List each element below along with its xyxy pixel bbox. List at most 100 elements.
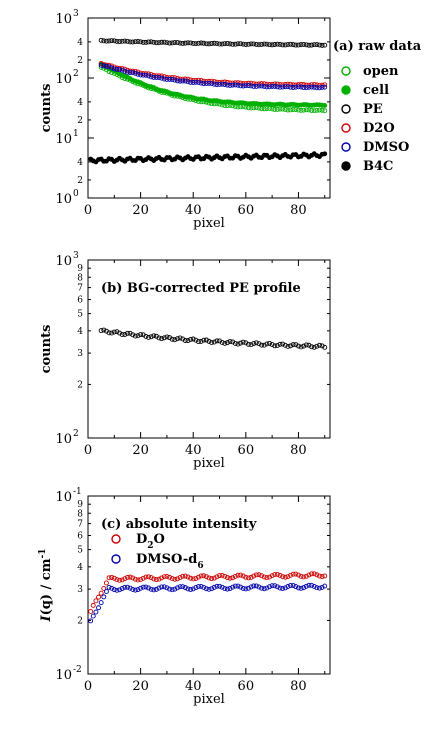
data-point — [153, 75, 159, 80]
data-point — [193, 337, 199, 343]
data-point — [114, 329, 120, 335]
data-point — [111, 575, 117, 581]
data-point — [264, 84, 270, 90]
data-point — [288, 572, 293, 578]
data-point — [311, 108, 317, 114]
data-point — [227, 82, 233, 88]
data-point — [243, 42, 249, 47]
data-point — [288, 41, 293, 47]
data-point — [114, 587, 120, 593]
data-point — [148, 575, 154, 581]
data-point — [301, 41, 307, 47]
y-tick-label-base: 10 — [55, 490, 72, 505]
data-point — [224, 82, 230, 88]
y-minor-label: 4 — [77, 563, 83, 573]
data-point — [111, 64, 117, 70]
data-point — [248, 41, 254, 47]
data-point — [119, 332, 125, 337]
data-point — [314, 107, 320, 113]
data-point — [248, 584, 254, 590]
panel-annotation: (a) raw data — [333, 39, 422, 54]
data-point — [151, 74, 157, 80]
data-point — [174, 40, 180, 46]
data-point — [261, 106, 267, 112]
data-point — [235, 583, 241, 589]
data-point — [196, 40, 201, 46]
data-point — [119, 577, 125, 583]
y-minor-label: 9 — [77, 500, 83, 510]
y-minor-label: 7 — [77, 520, 83, 530]
data-point — [232, 583, 238, 589]
data-point — [98, 62, 104, 68]
y-tick-label-exponent: 2 — [73, 429, 79, 439]
data-point — [295, 82, 301, 88]
data-point — [182, 78, 188, 84]
y-tick-label-exponent: 0 — [73, 189, 79, 199]
data-point — [167, 574, 172, 580]
panel-annotation: (c) absolute intensity — [101, 517, 257, 532]
data-point — [309, 582, 315, 588]
data-point — [277, 106, 283, 112]
data-point — [246, 575, 251, 581]
data-point — [243, 574, 249, 580]
data-point — [217, 41, 222, 47]
data-point — [198, 573, 204, 579]
data-point — [214, 583, 220, 589]
data-point — [293, 107, 299, 112]
x-tick-label: 40 — [185, 203, 202, 218]
data-point — [193, 41, 199, 47]
y-minor-label: 4 — [77, 158, 83, 168]
data-point — [317, 42, 322, 48]
data-point — [319, 107, 325, 113]
data-point — [193, 79, 199, 85]
data-point — [306, 107, 312, 113]
data-point — [172, 40, 178, 45]
data-point — [246, 80, 251, 86]
data-point — [211, 575, 217, 581]
data-point — [235, 41, 241, 47]
data-point — [277, 41, 283, 47]
data-point — [311, 583, 317, 589]
data-point — [93, 609, 99, 615]
legend-label: PE — [363, 102, 383, 117]
legend-marker — [341, 161, 351, 171]
data-point — [298, 585, 304, 591]
data-point — [246, 83, 251, 88]
data-point — [93, 598, 99, 604]
data-point — [203, 81, 209, 87]
data-point — [169, 40, 175, 46]
x-tick-label: 20 — [132, 203, 149, 218]
data-point — [282, 107, 288, 113]
data-point — [185, 79, 191, 85]
data-point — [122, 576, 128, 582]
x-tick-label: 0 — [84, 679, 92, 694]
data-point — [119, 67, 125, 73]
data-point — [117, 67, 123, 73]
data-point — [309, 82, 315, 88]
data-point — [251, 341, 257, 347]
data-point — [114, 67, 120, 72]
data-point — [148, 586, 154, 592]
panel-annotation: (b) BG-corrected PE profile — [101, 281, 301, 296]
x-tick-label: 80 — [290, 679, 307, 694]
data-point — [88, 618, 94, 624]
data-point — [180, 40, 186, 46]
legend-label: DMSO — [363, 140, 409, 155]
plot-frame — [87, 17, 331, 199]
legend-marker — [341, 123, 351, 133]
data-point — [298, 42, 304, 48]
data-point — [174, 336, 180, 342]
y-tick-label-exponent: -1 — [73, 487, 82, 497]
data-point — [248, 574, 254, 580]
data-point — [201, 337, 207, 343]
data-point — [109, 330, 115, 336]
data-point — [269, 573, 275, 579]
data-point — [130, 70, 136, 76]
data-point — [322, 103, 328, 108]
data-point — [196, 574, 201, 580]
data-point — [269, 583, 275, 589]
data-point — [167, 40, 172, 46]
data-point — [272, 81, 278, 87]
data-point — [206, 586, 212, 592]
data-point — [196, 584, 201, 589]
